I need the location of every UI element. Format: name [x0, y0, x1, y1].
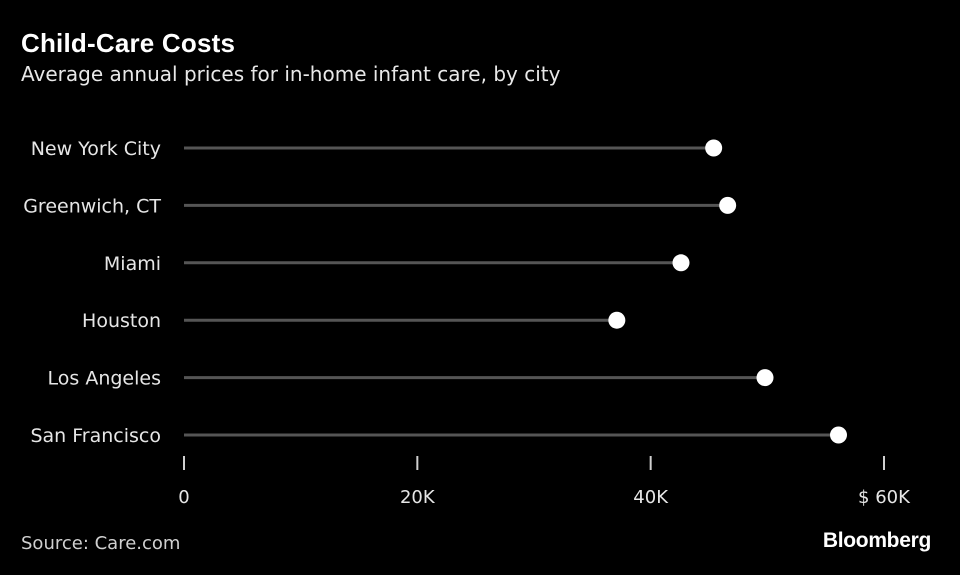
x-tick-label: 20K [400, 487, 436, 508]
category-label: Greenwich, CT [23, 195, 161, 217]
lollipop-dot [705, 139, 723, 157]
x-tick-label: 0 [178, 487, 189, 508]
lollipop-dot [830, 426, 847, 444]
chart-subtitle: Average annual prices for in-home infant… [21, 62, 561, 86]
category-label: San Francisco [30, 425, 161, 447]
lollipop-dot [756, 369, 774, 387]
lollipop-dot [719, 196, 737, 214]
bloomberg-logo: Bloomberg [822, 529, 931, 552]
category-label: Houston [82, 310, 161, 332]
chart-title: Child-Care Costs [21, 28, 236, 58]
category-label: Los Angeles [48, 368, 161, 390]
x-tick-label: 40K [633, 487, 669, 508]
category-label: New York City [31, 138, 161, 160]
category-label: Miami [104, 253, 161, 275]
source-note: Source: Care.com [21, 533, 181, 554]
lollipop-dot [672, 254, 690, 272]
x-tick-label: $ 60K [858, 487, 911, 508]
lollipop-dot [608, 311, 626, 329]
